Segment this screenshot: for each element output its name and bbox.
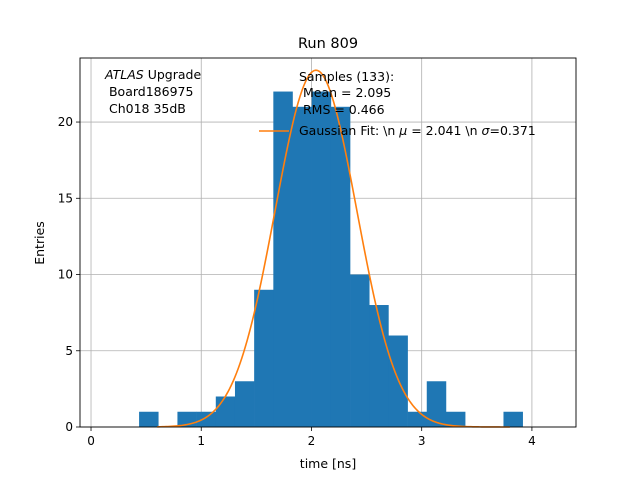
- atlas-annotation: ATLAS Upgrade Board186975 Ch018 35dB: [104, 67, 201, 116]
- gaussian-fit-curve: [157, 69, 510, 428]
- histogram-bar: [139, 411, 159, 427]
- histogram-bar: [254, 289, 274, 427]
- legend-samples-rms: RMS = 0.466: [299, 102, 385, 117]
- channel-label: Ch018 35dB: [105, 101, 186, 116]
- histogram-bar: [407, 411, 428, 427]
- y-tick-label: 20: [58, 115, 73, 129]
- x-tick-label: 3: [418, 434, 426, 448]
- x-tick-label: 0: [87, 434, 95, 448]
- x-tick-label: 4: [528, 434, 536, 448]
- legend: Samples (133): Mean = 2.095 RMS = 0.466 …: [259, 69, 536, 138]
- histogram-bar: [350, 274, 370, 427]
- legend-samples-mean: Mean = 2.095: [299, 85, 391, 100]
- histogram-bar: [215, 396, 236, 427]
- histogram-bar: [426, 381, 447, 427]
- y-tick-label: 0: [65, 420, 73, 434]
- y-axis-label: Entries: [32, 221, 47, 265]
- histogram-bar: [445, 411, 466, 427]
- y-tick-label: 5: [65, 344, 73, 358]
- histogram-bar: [196, 411, 217, 427]
- x-axis-label: time [ns]: [300, 456, 356, 471]
- y-axis-ticks: 0 5 10 15 20: [58, 115, 80, 434]
- y-tick-label: 10: [58, 268, 73, 282]
- chart-title: Run 809: [298, 36, 358, 52]
- plot-frame: [79, 57, 577, 428]
- histogram-bar: [311, 91, 332, 427]
- histogram-bar: [369, 305, 389, 427]
- histogram-bar: [503, 411, 523, 427]
- board-label: Board186975: [105, 84, 193, 99]
- histogram-bar: [330, 106, 351, 427]
- histogram-bars: [139, 91, 523, 427]
- y-tick-label: 15: [58, 191, 73, 205]
- histogram-bar: [292, 106, 312, 427]
- x-tick-label: 1: [197, 434, 205, 448]
- x-tick-label: 2: [308, 434, 316, 448]
- histogram-bar: [234, 381, 255, 427]
- legend-fit-label: Gaussian Fit: \n μ = 2.041 \n σ=0.371: [299, 123, 536, 138]
- legend-samples-title: Samples (133):: [299, 69, 394, 84]
- x-axis-ticks: 0 1 2 3 4: [87, 427, 536, 448]
- histogram-bar: [273, 91, 293, 427]
- svg-text:ATLAS Upgrade: ATLAS Upgrade: [104, 67, 201, 82]
- atlas-label: ATLAS: [104, 67, 144, 82]
- atlas-upgrade-label: Upgrade: [144, 67, 202, 82]
